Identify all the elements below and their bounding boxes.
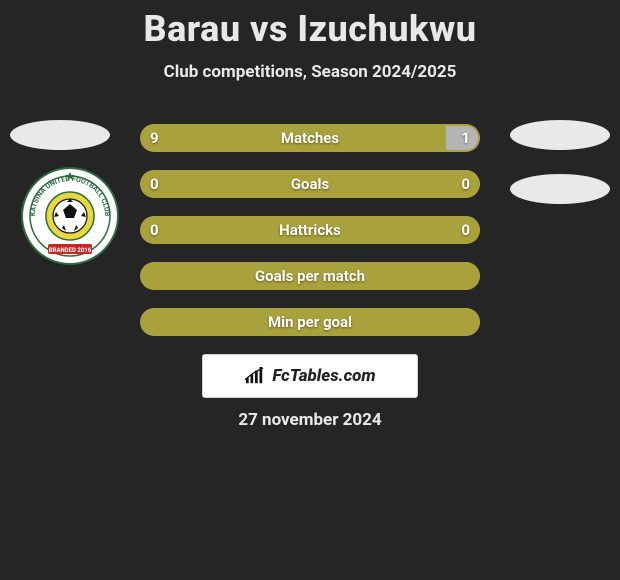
stat-bar: Goals0 0 — [140, 170, 480, 198]
stat-bar: Matches9 1 — [140, 124, 480, 152]
brand-badge[interactable]: FcTables.com — [202, 354, 418, 398]
stat-bar: Hattricks0 0 — [140, 216, 480, 244]
stat-bar-label: Goals per match — [140, 262, 480, 290]
stat-bar-right-value: 1 — [461, 124, 470, 152]
stat-bar-label: Hattricks — [140, 216, 480, 244]
stat-bar: Min per goal — [140, 308, 480, 336]
stat-bar-left-value: 0 — [150, 216, 159, 244]
player-right-club-icon — [510, 174, 610, 204]
page-title: Barau vs Izuchukwu — [0, 0, 620, 50]
stat-bar-label: Goals — [140, 170, 480, 198]
stat-bar: Goals per match — [140, 262, 480, 290]
footer-date: 27 november 2024 — [0, 410, 620, 430]
bar-chart-icon — [244, 367, 266, 385]
stat-bar-right-value: 0 — [461, 170, 470, 198]
page-subtitle: Club competitions, Season 2024/2025 — [0, 62, 620, 82]
svg-text:BRANDED 2016: BRANDED 2016 — [49, 247, 92, 254]
stat-bar-left-value: 0 — [150, 170, 159, 198]
player-left-jersey-icon — [10, 120, 110, 150]
stat-bar-label: Matches — [140, 124, 480, 152]
svg-text:KATSINA UNITED FOOTBALL CLUB: KATSINA UNITED FOOTBALL CLUB — [29, 175, 111, 217]
page-root: Barau vs Izuchukwu Club competitions, Se… — [0, 0, 620, 580]
comparison-bars: Matches91Goals00Hattricks00Goals per mat… — [140, 124, 480, 354]
player-left-club-badge-icon: KATSINA UNITED FOOTBALL CLUB BRANDED 201… — [20, 166, 120, 266]
stat-bar-label: Min per goal — [140, 308, 480, 336]
player-right-jersey-icon — [510, 120, 610, 150]
stat-bar-left-value: 9 — [150, 124, 159, 152]
brand-text: FcTables.com — [272, 366, 375, 386]
stat-bar-right-value: 0 — [461, 216, 470, 244]
